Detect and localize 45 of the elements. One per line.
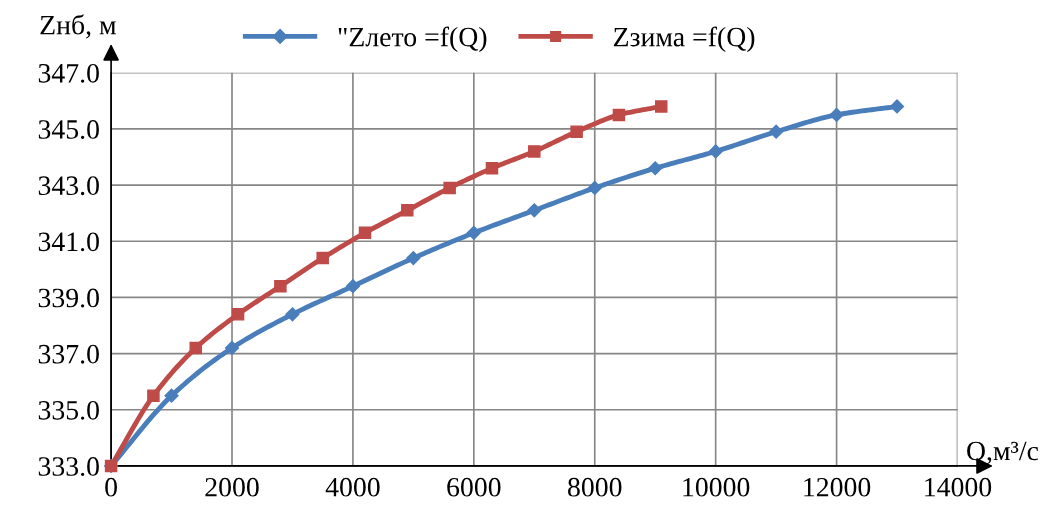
point — [829, 107, 844, 122]
point — [224, 340, 240, 356]
x-tick-label: 6000 — [447, 477, 501, 497]
point — [587, 180, 602, 195]
point — [648, 161, 663, 176]
x-tick-label: 4000 — [325, 477, 380, 497]
point — [528, 145, 541, 158]
x-tick-label: 12000 — [804, 477, 871, 497]
point — [358, 226, 372, 240]
point — [285, 307, 300, 322]
point — [612, 108, 626, 122]
point — [345, 279, 360, 294]
point — [708, 144, 723, 159]
point — [316, 251, 329, 265]
y-tick-label: 345.0 — [38, 120, 99, 139]
y-tick-label: 335.0 — [38, 400, 99, 420]
point — [654, 100, 668, 113]
point — [889, 99, 905, 114]
point — [401, 204, 414, 217]
x-tick-label: 2000 — [205, 477, 259, 497]
point — [231, 308, 245, 321]
y-tick-label: 341.0 — [38, 232, 99, 252]
y-tick-label: 343.0 — [38, 176, 99, 196]
point — [443, 181, 456, 195]
y-tick-label: 339.0 — [38, 288, 99, 308]
x-tick-label: 0 — [105, 477, 117, 497]
point — [406, 251, 421, 266]
y-axis-title: Zнб, м — [40, 14, 116, 39]
point — [189, 341, 202, 355]
point — [769, 124, 784, 139]
x-tick-label: 10000 — [683, 477, 750, 497]
point — [570, 125, 583, 138]
point — [164, 388, 179, 403]
point — [147, 389, 160, 402]
x-tick-label: 8000 — [568, 477, 622, 497]
point — [527, 203, 542, 218]
point — [274, 279, 287, 293]
point — [466, 225, 481, 240]
legend-label: Zзима =f(Q) — [613, 26, 755, 53]
y-tick-label: 333.0 — [38, 457, 99, 476]
y-tick-label: 347.0 — [38, 63, 99, 83]
y-tick-label: 337.0 — [38, 344, 99, 364]
x-tick-label: 14000 — [925, 477, 992, 497]
point — [485, 161, 499, 175]
legend-label: "Zлето =f(Q) — [338, 26, 487, 53]
